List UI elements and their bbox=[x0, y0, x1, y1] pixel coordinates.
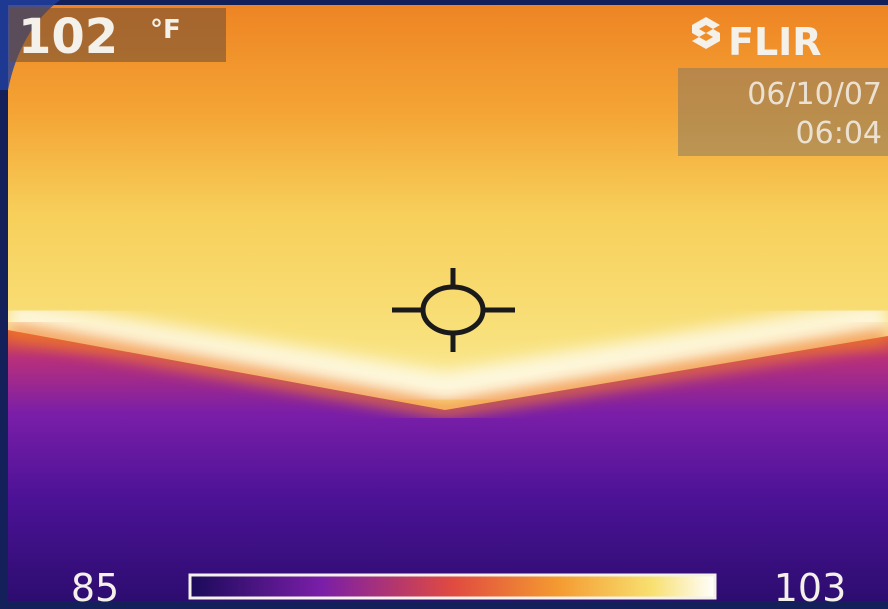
scale-min: 85 bbox=[71, 566, 119, 609]
brand: FLIR bbox=[728, 20, 822, 64]
date: 06/10/07 bbox=[747, 77, 882, 112]
time: 06:04 bbox=[796, 116, 882, 151]
scale-max: 103 bbox=[774, 566, 847, 609]
datetime-box bbox=[678, 68, 888, 156]
spot-temperature: 102 bbox=[18, 9, 118, 65]
unit: °F bbox=[150, 15, 181, 45]
crosshair bbox=[392, 268, 515, 352]
flir-logo-mark bbox=[692, 17, 720, 49]
color-scale bbox=[188, 573, 717, 600]
spot-box bbox=[10, 8, 226, 62]
